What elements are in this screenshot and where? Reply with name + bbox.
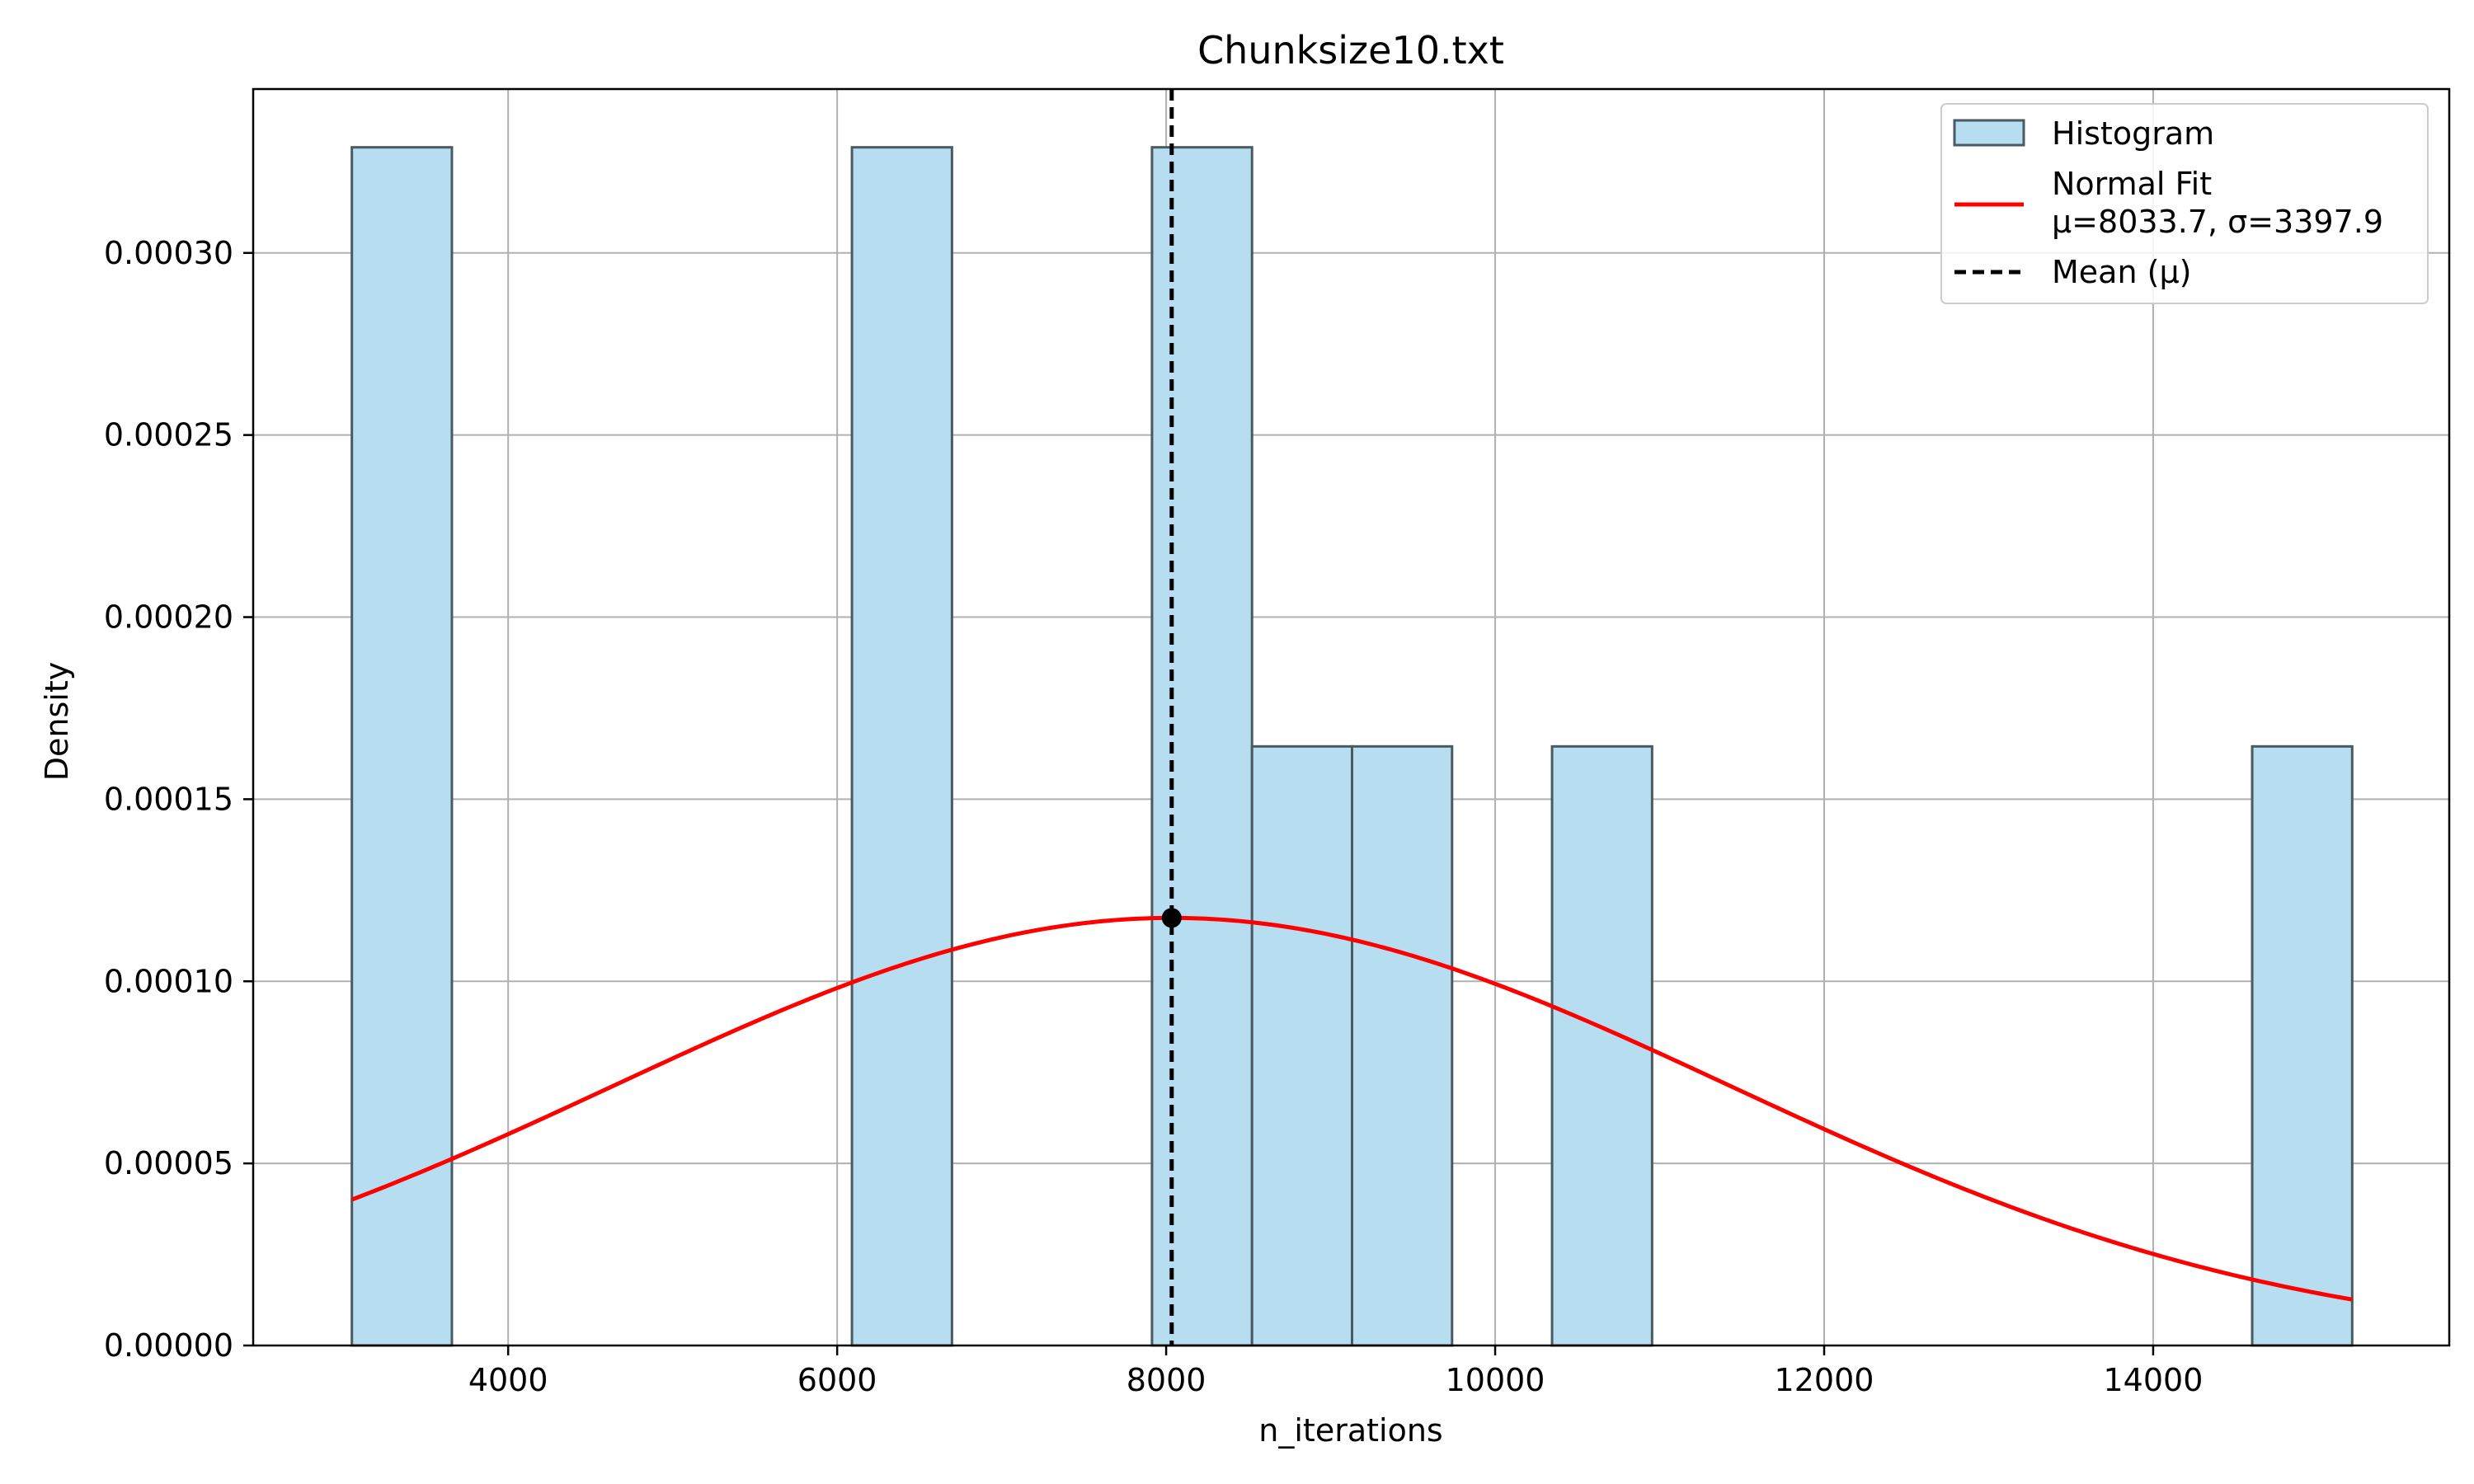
legend-frame [1940,103,2429,304]
legend: Histogram Normal Fit μ=8033.7, σ=3397.9 … [1940,103,2429,304]
histogram-bar [850,146,953,1347]
legend-fit-params: μ=8033.7, σ=3397.9 [2052,204,2383,240]
x-tick-label: 12000 [1775,1362,1874,1398]
y-axis-label: Density [39,662,75,781]
x-tick-label: 10000 [1446,1362,1545,1398]
histogram-bar [1350,744,1454,1347]
legend-histogram-swatch [1953,119,2025,147]
legend-histogram-label: Histogram [2052,115,2214,152]
normal-fit-curve [350,915,2353,1302]
plot-frame [252,87,2451,1347]
y-tick-label: 0.00030 [104,235,233,271]
y-tick-label: 0.00000 [104,1327,233,1364]
histogram-bar [1250,744,1353,1347]
x-tick-label: 8000 [1126,1362,1206,1398]
legend-mean-label: Mean (μ) [2052,254,2191,290]
y-tick-label: 0.00020 [104,599,233,636]
chart-title: Chunksize10.txt [1197,28,1504,73]
bar-layer [350,146,2354,1347]
histogram-bar [2251,744,2354,1347]
histogram-bar [1150,146,1253,1347]
peak-marker [1161,908,1182,928]
axis-layer: 4000 6000 8000 10000 12000 14000 0.00000 0.0000… [104,87,2451,1398]
y-tick-label: 0.00005 [104,1145,233,1181]
y-tick-label: 0.00025 [104,417,233,453]
legend-fit-label: Normal Fit [2052,166,2212,202]
x-tick-label: 4000 [468,1362,548,1398]
x-tick-label: 6000 [797,1362,877,1398]
y-tick-label: 0.00015 [104,781,233,817]
y-tick-label: 0.00010 [104,963,233,999]
x-tick-label: 14000 [2103,1362,2203,1398]
line-layer [350,89,2353,1345]
histogram-bar [1550,744,1653,1347]
x-axis-label: n_iterations [1258,1412,1442,1449]
